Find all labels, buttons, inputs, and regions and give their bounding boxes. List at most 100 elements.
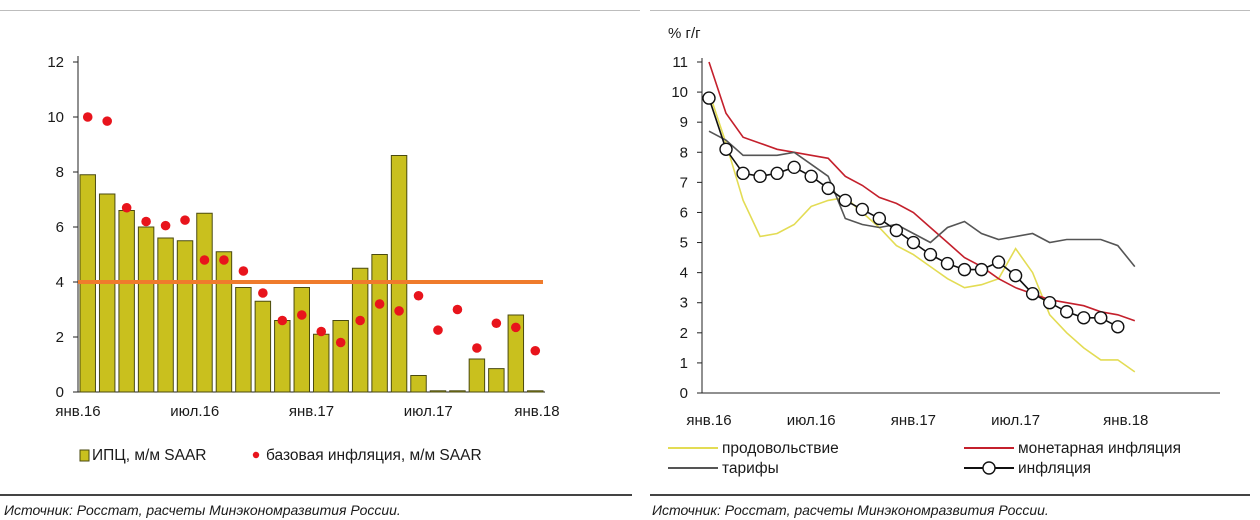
cpi-bar (371, 254, 388, 393)
right-chart-panel: % г/г 0 1 2 3 4 5 6 7 8 9 10 11 янв.16 июл.16 янв.17 июл… (650, 0, 1260, 520)
tariffs-line (708, 130, 1136, 268)
inflation-marker (872, 211, 887, 226)
y-tick-label: 3 (680, 295, 688, 312)
inflation-marker (1094, 311, 1108, 325)
food-line (708, 91, 1136, 373)
inflation-marker (923, 247, 938, 262)
cpi-bar (449, 390, 466, 393)
y-tick-label: 6 (56, 219, 64, 236)
inflation-marker (770, 166, 784, 181)
inflation-marker (991, 255, 1006, 269)
cpi-bar (351, 267, 369, 393)
core-inflation-dot (238, 266, 249, 276)
inflation-marker (957, 262, 972, 277)
core-inflation-dot (219, 255, 229, 265)
y-tick-label: 4 (56, 274, 64, 291)
cpi-bar (196, 212, 213, 393)
inflation-marker (719, 142, 733, 156)
inflation-marker (821, 181, 835, 196)
x-tick-label: июл.17 (404, 403, 453, 420)
y-tick-label: 0 (680, 385, 688, 402)
x-tick-label: янв.17 (891, 412, 936, 429)
cpi-bar (488, 368, 505, 393)
core-inflation-dot (335, 337, 346, 348)
inflation-marker (940, 256, 955, 271)
y-unit-label: % г/г (668, 25, 701, 42)
core-inflation-dot (355, 315, 365, 326)
core-inflation-dot (452, 304, 463, 315)
y-tick-label: 2 (680, 325, 688, 342)
y-tick-label: 5 (680, 235, 688, 252)
core-inflation-dot (511, 322, 521, 333)
legend-bar-swatch (79, 449, 90, 462)
y-tick-label: 10 (671, 84, 688, 101)
core-inflation-dot (433, 325, 443, 335)
y-tick-label: 6 (680, 204, 688, 221)
inflation-line-chart: % г/г 0 1 2 3 4 5 6 7 8 9 10 11 янв.16 июл.16 янв.17 июл… (668, 25, 1220, 477)
source-rule (650, 494, 1250, 496)
core-inflation-dot (160, 220, 171, 231)
cpi-bar (137, 226, 155, 393)
cpi-bar (235, 287, 252, 393)
inflation-marker (838, 193, 852, 208)
cpi-bar (176, 240, 194, 393)
legend-monetary-label: монетарная инфляция (1018, 440, 1181, 457)
y-tick-label: 10 (47, 109, 64, 126)
cpi-bar (390, 155, 408, 393)
inflation-marker (1025, 287, 1040, 301)
monetary-inflation-line (708, 61, 1136, 322)
legend-food-label: продовольствие (722, 440, 839, 457)
top-rule (0, 10, 640, 11)
cpi-bar (527, 390, 544, 393)
inflation-marker (855, 202, 870, 217)
core-inflation-dot (82, 112, 93, 122)
y-tick-label: 9 (680, 114, 688, 131)
cpi-bar (468, 358, 486, 393)
inflation-marker (1060, 305, 1074, 319)
legend-dot-swatch (252, 451, 260, 459)
core-inflation-dot (374, 299, 385, 309)
inflation-marker (1111, 320, 1125, 334)
source-rule (0, 494, 632, 496)
core-inflation-dot (394, 306, 404, 316)
core-inflation-dot (199, 255, 210, 265)
core-inflation-dot (180, 215, 190, 225)
inflation-marker (889, 223, 904, 238)
core-inflation-dot (472, 343, 482, 353)
core-inflation-dot (296, 310, 307, 320)
y-tick-label: 4 (680, 265, 688, 282)
core-inflation-dot (491, 318, 502, 329)
x-tick-label: янв.17 (289, 403, 334, 420)
core-inflation-dot (102, 116, 112, 126)
cpi-bar (254, 300, 272, 393)
inflation-marker (1077, 311, 1091, 325)
source-note: Источник: Росстат, расчеты Минэкономразв… (4, 502, 401, 518)
y-tick-label: 12 (47, 54, 64, 71)
inflation-marker (1008, 268, 1023, 283)
core-inflation-dot (121, 202, 132, 213)
y-tick-label: 0 (56, 384, 64, 401)
x-tick-label: янв.18 (514, 403, 559, 420)
legend-tariffs-label: тарифы (722, 460, 779, 477)
inflation-marker (1042, 296, 1057, 310)
y-tick-label: 8 (56, 164, 64, 181)
cpi-bar (215, 251, 233, 393)
cpi-bar (98, 193, 116, 393)
cpi-bar (410, 375, 427, 393)
source-note: Источник: Росстат, расчеты Минэкономразв… (652, 502, 1049, 518)
x-tick-label: янв.16 (686, 412, 731, 429)
cpi-bar (118, 210, 135, 393)
x-tick-label: июл.16 (787, 412, 836, 429)
x-tick-label: июл.17 (991, 412, 1040, 429)
inflation-marker (702, 91, 716, 105)
x-tick-label: янв.18 (1103, 412, 1148, 429)
core-inflation-dot (258, 288, 268, 298)
left-chart-panel: 0 2 4 6 8 10 12 янв.16 июл.16 янв.17 июл.17 янв.18 И… (0, 10, 640, 518)
legend-bars-label: ИПЦ, м/м SAAR (92, 447, 207, 464)
cpi-bar (332, 320, 349, 393)
y-tick-label: 7 (680, 174, 688, 191)
core-inflation-dot (413, 290, 424, 301)
x-tick-label: янв.16 (55, 403, 100, 420)
inflation-marker (974, 262, 989, 277)
core-inflation-dot (530, 345, 541, 356)
